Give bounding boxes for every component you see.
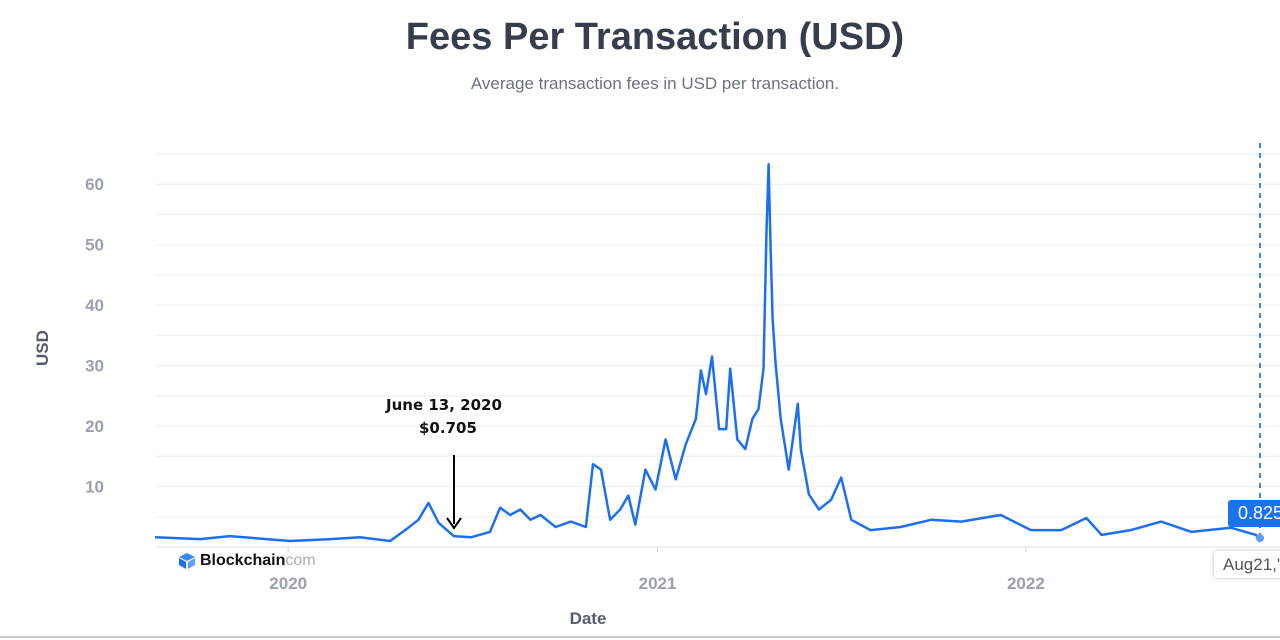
y-tick-label: 10: [85, 478, 104, 497]
y-tick-label: 60: [85, 175, 104, 194]
x-tick-label: 2020: [269, 574, 307, 593]
hover-point: [1256, 534, 1264, 542]
blockchain-logo: Blockchaincom: [178, 551, 316, 570]
y-axis-label: USD: [33, 330, 52, 366]
series-line: [154, 163, 1262, 543]
tooltip-date: Aug21,': [1214, 551, 1280, 578]
x-tick-label: 2022: [1007, 574, 1045, 593]
divider: [0, 636, 1280, 638]
logo-suffix: com: [285, 552, 316, 569]
y-tick-label: 20: [85, 417, 104, 436]
logo-name: Blockchain: [200, 552, 286, 569]
chart-title: Fees Per Transaction (USD): [405, 16, 905, 58]
chart-subtitle: Average transaction fees in USD per tran…: [470, 74, 840, 93]
blockchain-logo-icon: [179, 552, 195, 569]
x-axis-label: Date: [570, 609, 607, 628]
x-tick-label: 2021: [639, 574, 677, 593]
annotation-arrowhead: [446, 517, 462, 530]
tooltip-value: 0.825: [1228, 500, 1280, 527]
annotation-date: June 13, 2020: [386, 396, 502, 414]
y-tick-label: 30: [85, 357, 104, 376]
annotation-value: $0.705: [419, 419, 477, 437]
y-tick-label: 40: [85, 296, 104, 315]
y-tick-label: 50: [85, 236, 104, 255]
